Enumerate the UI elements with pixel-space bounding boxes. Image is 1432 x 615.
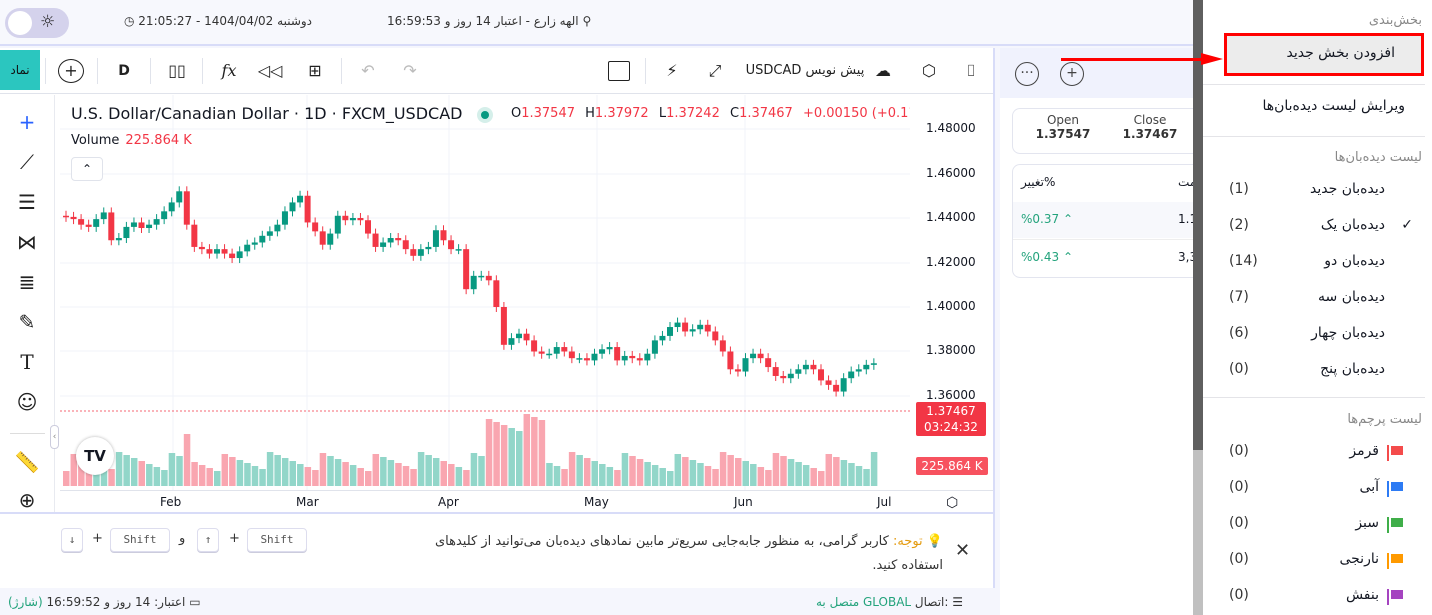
flag-item-red[interactable]: قرمز (0) <box>1203 434 1425 470</box>
credit-status: (شارژ) اعتبار: 14 روز و 16:59:52 ▭ <box>8 595 201 609</box>
replay-icon[interactable]: ◁◁ <box>257 61 283 80</box>
notice-banner: 💡 توجه: کاربر گرامی، به منظور جابه‌جایی … <box>0 512 993 586</box>
top-bar: ☼ ◷ 21:05:27 - 1404/04/02 دوشنبه الهه زا… <box>0 0 1200 46</box>
key-up: ↑ <box>197 528 219 552</box>
flag-item-blue[interactable]: آبی (0) <box>1203 470 1425 506</box>
user-info: الهه زارع - اعتبار 14 روز و 16:59:53 ⚲ <box>387 14 592 28</box>
price-axis[interactable]: 1.48000 1.46000 1.44000 1.42000 1.40000 … <box>912 95 992 490</box>
candlestick-chart <box>60 95 910 490</box>
more-options-icon[interactable]: ··· <box>1015 62 1039 86</box>
flag-icon <box>1387 589 1403 605</box>
check-icon: ✓ <box>1401 217 1413 233</box>
datetime: ◷ 21:05:27 - 1404/04/02 دوشنبه <box>124 14 313 28</box>
symbol-note: USDCAD پیش نویس <box>745 63 865 78</box>
table-header: تغییر% قیمت <box>1021 175 1206 189</box>
annotation-arrow-head <box>1201 53 1223 65</box>
table-row[interactable]: %0.43 ⌃ 3,3 <box>1013 239 1211 275</box>
table-row[interactable]: %0.37 ⌃ 1.1 <box>1013 202 1211 238</box>
flags-title: لیست پرچم‌ها <box>1347 412 1422 427</box>
menu-scrollbar[interactable] <box>1193 0 1203 615</box>
clock-icon: ◷ <box>124 14 139 28</box>
chart-frame: نماد + D ▯▯ fx ◁◁ ⊞ ↶ ↷ ⚡ ⤢ USDCAD پیش ن… <box>0 48 995 588</box>
tradingview-logo[interactable]: TV <box>76 437 114 475</box>
add-icon[interactable]: + <box>1060 62 1084 86</box>
chart-title: U.S. Dollar/Canadian Dollar · 1D · FXCM_… <box>71 104 463 123</box>
watchlist-item[interactable]: دیده‌بان دو (14) <box>1229 253 1385 269</box>
watchlists-title: لیست دیده‌بان‌ها <box>1334 150 1422 165</box>
watchlist-item[interactable]: ✓ دیده‌بان یک (2) <box>1229 217 1413 233</box>
trendline-icon[interactable]: ⟋ <box>20 150 34 174</box>
flag-icon <box>1387 481 1403 497</box>
watchlist-item[interactable]: دیده‌بان جدید (1) <box>1229 181 1385 197</box>
axis-settings-icon[interactable]: ⬡ <box>946 495 959 511</box>
flag-item-orange[interactable]: نارنجی (0) <box>1203 542 1425 578</box>
fib-icon[interactable]: ≣ <box>18 270 36 294</box>
chart-pane[interactable]: U.S. Dollar/Canadian Dollar · 1D · FXCM_… <box>60 95 910 490</box>
square-icon[interactable] <box>608 61 630 81</box>
edit-watchlists-item[interactable]: ویرایش لیست دیده‌بان‌ها <box>1262 98 1405 114</box>
ohlc-card: Open 1.37547 Close 1.37467 <box>1012 108 1212 154</box>
sun-icon: ☼ <box>40 12 56 32</box>
user-icon: ⚲ <box>582 14 592 28</box>
symbol-button[interactable]: نماد <box>0 50 40 90</box>
close-icon[interactable]: ✕ <box>955 540 971 561</box>
collapse-legend-button[interactable]: ⌃ <box>71 157 103 181</box>
key-down: ↓ <box>61 528 83 552</box>
collapse-toolbar-handle[interactable]: ‹ <box>50 425 59 449</box>
wallet-icon: ▭ <box>189 595 201 609</box>
time-axis[interactable]: Feb Mar Apr May Jun Jul ⬡ <box>60 490 993 516</box>
candles-icon[interactable]: ▯▯ <box>168 61 186 80</box>
connection-status: متصل به GLOBAL اتصال: ☰ <box>816 595 964 609</box>
watchlist-table: تغییر% قیمت %0.37⌃ 1.1 %0.43⌃ 3,3 <box>1012 164 1212 278</box>
key-shift-2: Shift <box>110 528 170 552</box>
watchlist-item[interactable]: دیده‌بان چهار (6) <box>1229 325 1385 341</box>
emoji-icon[interactable]: ☺ <box>16 390 38 414</box>
server-icon: ☰ <box>952 595 964 609</box>
watchlist-item[interactable]: دیده‌بان سه (7) <box>1229 289 1385 305</box>
add-section-item[interactable]: افزودن بخش جدید <box>1224 33 1424 76</box>
ohlc-legend: O1.37547 H1.37972 L1.37242 C1.37467 +0.0… <box>511 106 910 121</box>
zoom-in-icon[interactable]: ⊕ <box>18 488 36 512</box>
cloud-upload-icon[interactable]: ☁ <box>875 61 891 80</box>
fullscreen-icon[interactable]: ⤢ <box>708 61 722 80</box>
interval-button[interactable]: D <box>118 63 130 79</box>
undo-icon[interactable]: ↶ <box>361 61 375 80</box>
watchlist-menu: بخش‌بندی ویرایش لیست دیده‌بان‌ها لیست دی… <box>1203 0 1432 615</box>
annotation-arrow <box>1061 58 1206 61</box>
notice-text: 💡 توجه: کاربر گرامی، به منظور جابه‌جایی … <box>434 534 943 573</box>
market-status-dot <box>477 107 493 123</box>
add-symbol-icon[interactable]: + <box>58 59 84 83</box>
text-icon[interactable]: T <box>20 350 34 374</box>
last-price-tag: 1.37467 03:24:32 <box>916 402 986 436</box>
pattern-icon[interactable]: ⋈ <box>17 230 37 254</box>
quick-search-icon[interactable]: ⚡ <box>666 61 678 80</box>
ruler-icon[interactable]: 📏 <box>14 450 40 474</box>
chart-toolbar: نماد + D ▯▯ fx ◁◁ ⊞ ↶ ↷ ⚡ ⤢ USDCAD پیش ن… <box>0 48 993 94</box>
flag-icon <box>1387 553 1403 569</box>
section-title: بخش‌بندی <box>1368 13 1422 28</box>
flag-item-green[interactable]: سبز (0) <box>1203 506 1425 542</box>
crosshair-icon[interactable]: + <box>18 110 36 134</box>
horizontal-lines-icon[interactable]: ☰ <box>18 190 36 214</box>
volume-legend: Volume 225.864 K <box>71 133 192 148</box>
flag-icon <box>1387 517 1403 533</box>
status-bar: (شارژ) اعتبار: 14 روز و 16:59:52 ▭ متصل … <box>0 590 1000 615</box>
camera-icon[interactable]: ⌷ <box>966 61 976 80</box>
key-shift: Shift <box>247 528 307 552</box>
flag-item-purple[interactable]: بنفش (0) <box>1203 578 1425 614</box>
settings-icon[interactable]: ⬡ <box>922 61 936 80</box>
drawing-toolbar: + ⟋ ☰ ⋈ ≣ ✎ T ☺ 📏 ⊕ ‹ <box>0 95 59 515</box>
layouts-icon[interactable]: ⊞ <box>308 61 322 80</box>
redo-icon[interactable]: ↷ <box>403 61 417 80</box>
watchlist-item[interactable]: دیده‌بان پنج (0) <box>1229 361 1385 377</box>
volume-tag: 225.864 K <box>916 457 988 475</box>
brush-icon[interactable]: ✎ <box>18 310 36 334</box>
watchlist-header: ··· + <box>1000 48 1200 98</box>
indicators-icon[interactable]: fx <box>221 61 237 80</box>
lightbulb-icon: 💡 <box>926 534 943 549</box>
flag-icon <box>1387 445 1403 461</box>
theme-toggle-knob[interactable] <box>8 11 32 35</box>
